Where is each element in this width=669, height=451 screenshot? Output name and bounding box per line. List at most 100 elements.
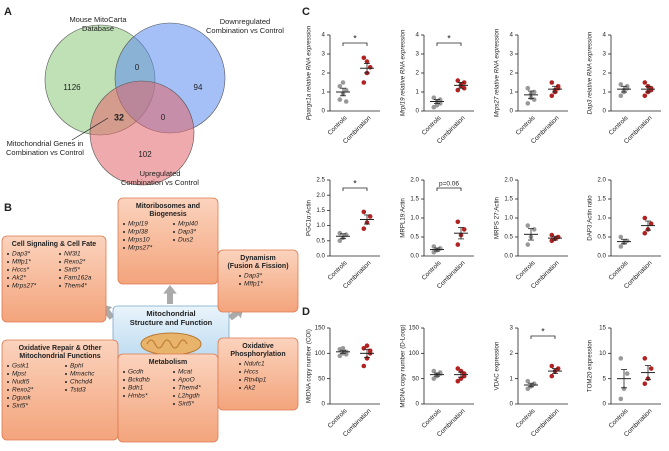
- gene: Sirt5*: [178, 401, 194, 408]
- data-point: [618, 396, 624, 402]
- bullet: [123, 379, 125, 381]
- significance: *: [541, 326, 545, 336]
- bullet: [7, 285, 9, 287]
- data-point: [525, 386, 531, 392]
- pointer: [71, 117, 109, 141]
- y-axis-label: MRPS 27:Actin: [494, 196, 501, 239]
- x-tick-label: Controls: [421, 114, 444, 137]
- bullet: [173, 371, 175, 373]
- y-tick-label: 10: [599, 350, 606, 357]
- box-title: Cell Signaling & Cell Fate: [12, 241, 97, 248]
- data-point: [437, 101, 443, 106]
- y-tick-label: 2.5: [316, 177, 325, 184]
- data-point: [361, 363, 367, 369]
- center-title: Mitochondrial: [146, 309, 195, 318]
- gene: Gstk1: [12, 363, 29, 370]
- data-point: [618, 244, 624, 249]
- data-point: [642, 230, 648, 236]
- y-tick-label: 50: [412, 375, 419, 382]
- arrow-shaft: [103, 308, 115, 320]
- gene: Bckdhb: [128, 377, 150, 384]
- venn-count: 94: [194, 83, 203, 92]
- y-tick-label: 4: [510, 32, 514, 39]
- data-point: [461, 227, 467, 232]
- box-title: (Fusion & Fission): [227, 263, 288, 270]
- bullet: [65, 381, 67, 383]
- bracket: [436, 187, 462, 191]
- bullet: [123, 239, 125, 241]
- y-tick-label: 0.0: [597, 253, 606, 260]
- y-tick-label: 0.5: [410, 234, 419, 241]
- y-tick-label: 1: [510, 89, 514, 96]
- gene: Mffp1*: [244, 281, 263, 288]
- box-title: Oxidative Repair & Other: [19, 345, 102, 352]
- data-point: [361, 80, 367, 85]
- y-tick-label: 0: [603, 108, 607, 115]
- gene: Bdh1: [128, 385, 144, 392]
- data-point: [531, 97, 537, 102]
- y-tick-label: 5: [603, 375, 607, 382]
- data-point: [642, 93, 648, 99]
- bullet: [123, 247, 125, 249]
- data-point: [549, 80, 555, 85]
- center-title: Structure and Function: [130, 318, 213, 327]
- data-point: [455, 242, 461, 247]
- function-box: [217, 249, 299, 313]
- gene: Tstd3: [70, 387, 86, 394]
- bullet: [7, 261, 9, 263]
- bullet: [239, 371, 241, 373]
- data-point: [364, 343, 370, 349]
- bullet: [7, 253, 9, 255]
- data-point: [455, 378, 461, 384]
- bullet: [239, 275, 241, 277]
- significance: *: [353, 33, 357, 43]
- x-tick-label: Controls: [421, 259, 444, 282]
- y-tick-label: 2.0: [316, 192, 325, 199]
- data-point: [648, 366, 654, 371]
- x-tick-label: Controls: [327, 114, 350, 137]
- bracket: [436, 42, 462, 46]
- box-title: Phosphorylation: [230, 351, 285, 358]
- y-tick-label: 100: [409, 350, 420, 357]
- gene: Dus2: [178, 237, 194, 244]
- bullet: [173, 379, 175, 381]
- bullet: [7, 365, 9, 367]
- bullet: [7, 381, 9, 383]
- bullet: [123, 395, 125, 397]
- data-point: [525, 101, 531, 106]
- y-tick-label: 2.0: [504, 177, 513, 184]
- bullet: [59, 277, 61, 279]
- box-title: Mitoribosomes and: [136, 203, 200, 210]
- gene: Rexo2*: [12, 387, 34, 394]
- venn-label: Combination vs Control: [121, 178, 199, 187]
- gene: Mrpl40: [178, 221, 198, 228]
- gene: Ak2: [243, 385, 256, 392]
- data-point: [461, 85, 467, 91]
- function-box: [217, 337, 299, 411]
- venn-label: Combination vs Control: [206, 26, 284, 35]
- bullet: [239, 387, 241, 389]
- bullet: [239, 379, 241, 381]
- gene: Fam162a: [64, 275, 92, 282]
- data-point: [337, 238, 343, 244]
- gene: Mmachc: [70, 371, 95, 378]
- panel-label: B: [4, 202, 12, 214]
- data-point: [525, 223, 531, 228]
- y-axis-label: Dap3 relative RNA expression: [587, 31, 594, 114]
- gene: Dap3*: [244, 273, 263, 280]
- panel-label: A: [4, 6, 12, 18]
- bullet: [173, 223, 175, 225]
- bullet: [7, 373, 9, 375]
- y-tick-label: 2: [510, 70, 514, 77]
- y-axis-label: VDAC expression: [494, 341, 501, 390]
- data-point: [642, 356, 648, 361]
- gene: Chchd4: [70, 379, 93, 386]
- bullet: [173, 231, 175, 233]
- gene: Mrpl19: [128, 221, 148, 228]
- data-point: [455, 219, 461, 225]
- venn-count: 0: [161, 113, 166, 122]
- data-point: [340, 345, 346, 351]
- bullet: [173, 403, 175, 405]
- venn-label: Mouse MitoCarta: [69, 15, 127, 24]
- y-axis-label: Mrpl19 relative RNA expression: [400, 29, 407, 116]
